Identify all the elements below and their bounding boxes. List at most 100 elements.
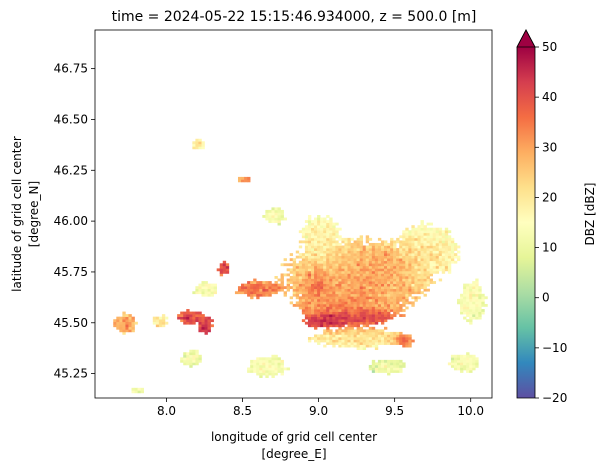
reflectivity-cell	[201, 293, 205, 297]
reflectivity-cell	[283, 258, 287, 262]
reflectivity-cell	[450, 255, 455, 259]
reflectivity-cell	[310, 319, 315, 323]
reflectivity-cell	[356, 242, 360, 246]
reflectivity-cell	[380, 260, 385, 264]
reflectivity-cell	[374, 278, 379, 282]
reflectivity-cell	[396, 281, 400, 284]
reflectivity-cell	[338, 253, 342, 256]
reflectivity-cell	[201, 283, 205, 287]
reflectivity-cell	[310, 276, 315, 279]
reflectivity-cell	[320, 240, 324, 244]
reflectivity-cell	[125, 329, 129, 333]
reflectivity-cell	[301, 273, 306, 277]
reflectivity-cell	[441, 242, 446, 246]
reflectivity-cell	[420, 237, 424, 241]
reflectivity-cell	[329, 291, 333, 295]
reflectivity-cell	[368, 334, 373, 338]
reflectivity-cell	[347, 253, 351, 256]
reflectivity-cell	[365, 245, 370, 249]
reflectivity-cell	[429, 230, 433, 234]
reflectivity-cell	[189, 321, 193, 325]
reflectivity-cell	[289, 253, 294, 256]
reflectivity-cell	[256, 372, 260, 376]
reflectivity-cell	[441, 232, 446, 236]
reflectivity-cell	[380, 362, 385, 366]
reflectivity-cell	[384, 273, 388, 277]
reflectivity-cell	[387, 263, 391, 267]
reflectivity-cell	[280, 283, 284, 287]
reflectivity-cell	[298, 230, 303, 234]
reflectivity-cell	[441, 255, 446, 259]
reflectivity-cell	[271, 359, 275, 363]
reflectivity-cell	[253, 281, 257, 284]
reflectivity-cell	[247, 176, 251, 180]
reflectivity-cell	[387, 265, 391, 269]
reflectivity-cell	[347, 339, 351, 343]
reflectivity-cell	[441, 268, 446, 272]
reflectivity-cell	[338, 301, 342, 305]
reflectivity-cell	[323, 344, 327, 348]
reflectivity-cell	[374, 286, 379, 290]
reflectivity-cell	[335, 314, 339, 317]
reflectivity-cell	[405, 237, 409, 241]
reflectivity-cell	[344, 283, 348, 287]
reflectivity-cell	[323, 303, 327, 307]
reflectivity-cell	[365, 288, 370, 292]
colorbar-frame	[516, 29, 536, 399]
reflectivity-cell	[183, 311, 187, 315]
reflectivity-cell	[365, 296, 370, 300]
reflectivity-cell	[438, 253, 443, 256]
reflectivity-cell	[356, 270, 360, 274]
reflectivity-cell	[469, 319, 473, 323]
reflectivity-cell	[292, 268, 297, 272]
reflectivity-cell	[116, 326, 120, 330]
reflectivity-cell	[365, 237, 370, 241]
reflectivity-cell	[481, 303, 485, 307]
reflectivity-cell	[347, 278, 351, 282]
reflectivity-cell	[320, 276, 324, 279]
reflectivity-cell	[359, 250, 364, 254]
reflectivity-cell	[207, 283, 211, 287]
reflectivity-cell	[259, 367, 263, 371]
reflectivity-cell	[377, 329, 382, 333]
y-tick-label: 46.50	[54, 112, 88, 126]
reflectivity-cell	[365, 319, 370, 323]
reflectivity-cell	[265, 372, 269, 376]
reflectivity-cell	[332, 291, 336, 295]
reflectivity-cell	[353, 344, 357, 348]
reflectivity-cell	[420, 242, 424, 246]
reflectivity-cell	[441, 265, 446, 269]
reflectivity-cell	[423, 268, 427, 272]
reflectivity-cell	[374, 329, 379, 333]
reflectivity-cell	[438, 255, 443, 259]
y-tick-label: 45.50	[54, 316, 88, 330]
reflectivity-cell	[362, 344, 367, 348]
reflectivity-cell	[414, 255, 418, 259]
reflectivity-cell	[356, 253, 360, 256]
reflectivity-cell	[244, 176, 248, 180]
reflectivity-cell	[405, 250, 409, 254]
reflectivity-cell	[326, 250, 330, 254]
reflectivity-cell	[463, 291, 467, 295]
reflectivity-cell	[335, 248, 339, 251]
reflectivity-cell	[189, 352, 193, 356]
reflectivity-cell	[332, 253, 336, 256]
reflectivity-cell	[314, 258, 318, 262]
reflectivity-cell	[399, 334, 403, 338]
reflectivity-cell	[295, 276, 300, 279]
reflectivity-cell	[353, 314, 357, 317]
reflectivity-cell	[374, 342, 379, 345]
reflectivity-cell	[207, 321, 211, 325]
reflectivity-cell	[119, 316, 123, 320]
reflectivity-cell	[198, 324, 202, 328]
reflectivity-cell	[320, 237, 324, 241]
reflectivity-cell	[329, 258, 333, 262]
reflectivity-cell	[250, 370, 254, 373]
reflectivity-cell	[405, 248, 409, 251]
reflectivity-cell	[453, 248, 458, 251]
reflectivity-cell	[405, 265, 409, 269]
reflectivity-cell	[344, 288, 348, 292]
reflectivity-cell	[307, 227, 312, 231]
reflectivity-cell	[393, 245, 397, 249]
